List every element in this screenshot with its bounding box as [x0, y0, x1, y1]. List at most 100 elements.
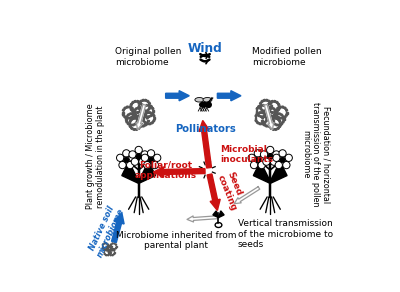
Polygon shape [270, 162, 287, 183]
Polygon shape [136, 121, 138, 123]
Polygon shape [266, 117, 268, 119]
Polygon shape [134, 100, 136, 102]
Polygon shape [264, 110, 266, 112]
Polygon shape [255, 120, 257, 122]
Polygon shape [133, 112, 135, 114]
Polygon shape [213, 211, 218, 218]
Polygon shape [148, 102, 150, 105]
Circle shape [276, 108, 286, 118]
Polygon shape [129, 106, 131, 108]
Polygon shape [148, 105, 150, 106]
Polygon shape [130, 118, 133, 121]
Circle shape [265, 108, 275, 118]
Polygon shape [110, 255, 111, 256]
Polygon shape [122, 162, 139, 183]
Polygon shape [278, 113, 280, 115]
Polygon shape [108, 252, 109, 253]
Polygon shape [262, 112, 264, 114]
Polygon shape [139, 168, 153, 181]
Polygon shape [102, 246, 103, 247]
Polygon shape [134, 123, 137, 125]
Polygon shape [153, 114, 155, 117]
Polygon shape [111, 246, 113, 247]
Polygon shape [108, 246, 109, 247]
Polygon shape [266, 108, 268, 110]
Polygon shape [259, 112, 261, 114]
Polygon shape [256, 168, 270, 181]
Polygon shape [129, 123, 130, 125]
Circle shape [250, 161, 258, 169]
Polygon shape [142, 120, 145, 122]
Circle shape [273, 154, 280, 161]
Polygon shape [272, 117, 275, 119]
Polygon shape [266, 99, 268, 101]
Circle shape [109, 250, 114, 255]
Circle shape [139, 158, 146, 165]
Polygon shape [136, 116, 138, 118]
Polygon shape [130, 103, 132, 106]
Polygon shape [263, 110, 266, 112]
Polygon shape [275, 109, 277, 111]
Polygon shape [264, 115, 266, 117]
Polygon shape [278, 108, 280, 111]
Polygon shape [150, 114, 152, 117]
Polygon shape [114, 252, 115, 253]
Polygon shape [272, 128, 274, 131]
Ellipse shape [203, 98, 212, 102]
Polygon shape [266, 110, 268, 112]
Polygon shape [272, 108, 275, 110]
Polygon shape [130, 127, 133, 130]
Circle shape [116, 154, 124, 161]
Polygon shape [270, 124, 273, 126]
Circle shape [144, 113, 154, 123]
Polygon shape [138, 118, 140, 120]
Polygon shape [133, 117, 135, 119]
Polygon shape [142, 107, 144, 110]
Polygon shape [124, 168, 139, 181]
Polygon shape [153, 120, 155, 122]
Polygon shape [234, 187, 260, 204]
Polygon shape [137, 119, 138, 120]
Polygon shape [265, 105, 267, 108]
Polygon shape [273, 114, 276, 116]
Circle shape [124, 108, 134, 118]
Polygon shape [112, 255, 113, 256]
Text: Microbiome inherited from
parental plant: Microbiome inherited from parental plant [116, 231, 236, 250]
Polygon shape [127, 123, 130, 125]
Polygon shape [109, 253, 110, 255]
Polygon shape [141, 106, 143, 108]
Polygon shape [112, 248, 113, 249]
Circle shape [154, 154, 161, 161]
Polygon shape [111, 250, 113, 251]
Circle shape [131, 158, 138, 165]
Polygon shape [263, 124, 266, 126]
Polygon shape [262, 122, 264, 124]
Polygon shape [140, 118, 142, 120]
Polygon shape [147, 120, 148, 121]
Polygon shape [266, 117, 268, 119]
Polygon shape [279, 106, 281, 108]
Polygon shape [136, 117, 138, 119]
Polygon shape [268, 120, 271, 123]
Polygon shape [142, 125, 144, 127]
Text: Original pollen
microbiome: Original pollen microbiome [115, 47, 182, 67]
Polygon shape [110, 249, 111, 250]
Circle shape [248, 154, 255, 161]
Polygon shape [267, 108, 270, 111]
Polygon shape [284, 116, 286, 118]
Polygon shape [132, 101, 134, 104]
Polygon shape [267, 103, 270, 106]
Polygon shape [286, 114, 288, 116]
Polygon shape [102, 248, 104, 249]
Polygon shape [268, 125, 271, 128]
Polygon shape [256, 113, 259, 115]
Polygon shape [264, 104, 274, 129]
Polygon shape [110, 246, 111, 247]
Polygon shape [112, 249, 113, 250]
Polygon shape [187, 216, 218, 222]
Polygon shape [270, 107, 272, 109]
Polygon shape [124, 116, 126, 118]
Polygon shape [114, 253, 115, 255]
Polygon shape [142, 108, 144, 110]
Polygon shape [106, 249, 107, 250]
